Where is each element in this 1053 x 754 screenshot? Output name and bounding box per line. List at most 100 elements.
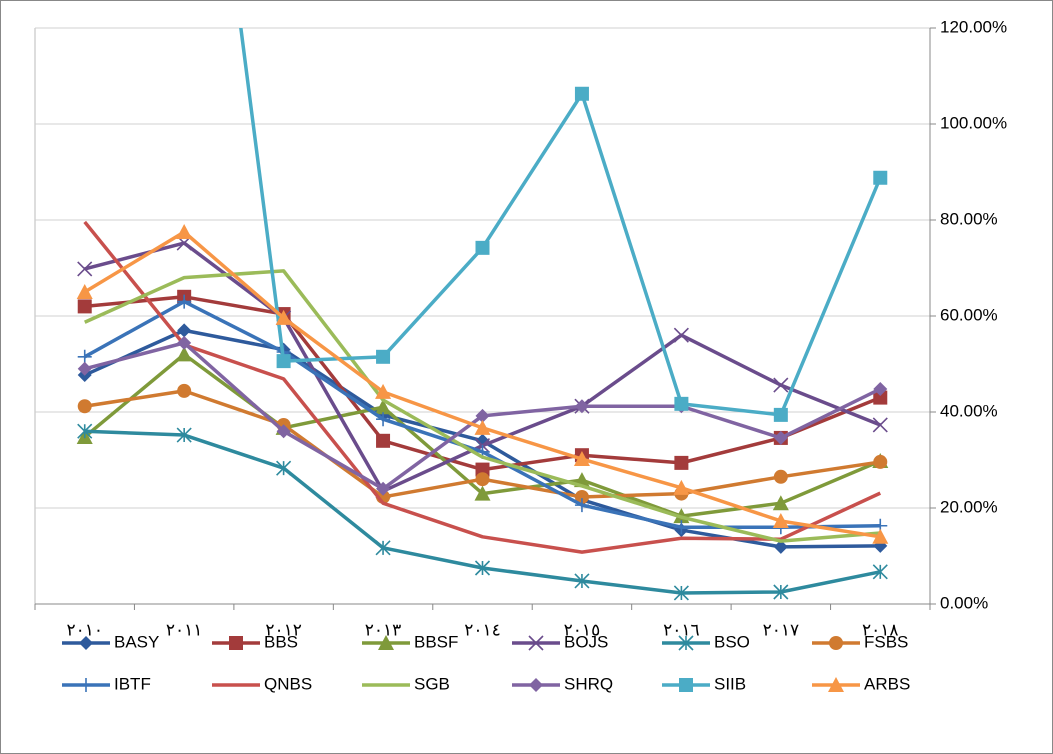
marker: [77, 399, 92, 414]
legend-label: FSBS: [864, 632, 908, 651]
legend-entry: SIIB: [662, 674, 746, 693]
marker: [276, 460, 292, 476]
marker: [375, 383, 392, 399]
legend-label: IBTF: [114, 674, 151, 693]
marker: [77, 349, 92, 364]
legend-label: BBSF: [414, 632, 458, 651]
marker: [375, 399, 392, 415]
marker: [674, 396, 689, 411]
marker: [773, 430, 788, 445]
marker: [276, 354, 291, 369]
marker: [177, 335, 192, 350]
marker: [177, 294, 192, 309]
legend-label: SIIB: [714, 674, 746, 693]
marker: [872, 564, 888, 580]
legend-entry: SHRQ: [512, 674, 613, 693]
marker: [574, 86, 589, 101]
marker: [772, 495, 789, 511]
marker: [873, 381, 888, 396]
legend-label: ARBS: [864, 674, 910, 693]
marker: [79, 678, 93, 692]
legend-label: BSO: [714, 632, 750, 651]
marker: [574, 489, 589, 504]
marker: [679, 678, 693, 692]
marker: [673, 327, 689, 343]
marker: [474, 485, 491, 501]
legend-label: QNBS: [264, 674, 312, 693]
marker: [77, 299, 92, 314]
x-tick-label: ٢٠١٠: [66, 620, 103, 639]
marker: [674, 520, 689, 535]
marker: [378, 635, 394, 650]
marker: [678, 635, 694, 651]
y-tick-label: 120.00%: [940, 17, 1007, 36]
marker: [77, 361, 92, 376]
x-tick-label: ٢٠١٥: [564, 620, 601, 639]
y-tick-label: 20.00%: [940, 497, 998, 516]
marker: [276, 424, 291, 439]
x-tick-label: ٢٠١٣: [365, 620, 402, 639]
marker: [475, 240, 490, 255]
x-tick-label: ٢٠١٤: [464, 620, 501, 639]
y-tick-label: 100.00%: [940, 113, 1007, 132]
marker: [574, 498, 589, 513]
marker: [872, 528, 889, 544]
legend-entry: FSBS: [812, 632, 908, 651]
marker: [176, 224, 193, 239]
marker: [376, 481, 391, 496]
marker: [829, 636, 843, 650]
marker: [772, 512, 789, 528]
marker: [475, 462, 490, 477]
series-line: [83, 220, 882, 554]
legend-entry: BOJS: [512, 632, 608, 651]
marker: [176, 346, 193, 362]
series-line: [239, 28, 882, 417]
x-tick-label: ٢٠١٧: [763, 620, 800, 639]
marker: [574, 399, 589, 414]
marker: [475, 472, 490, 487]
marker: [574, 573, 590, 589]
marker: [176, 427, 192, 443]
legend-entry: IBTF: [62, 674, 151, 693]
marker: [475, 408, 490, 423]
marker: [529, 678, 543, 692]
marker: [376, 349, 391, 364]
x-tick-label: ٢٠١٦: [663, 620, 700, 639]
marker: [873, 454, 888, 469]
legend-label: BASY: [114, 632, 159, 651]
marker: [773, 539, 788, 554]
legend-label: BOJS: [564, 632, 608, 651]
legend-entry: ARBS: [812, 674, 910, 693]
x-tick-label: ٢٠١٢: [265, 620, 302, 639]
legend-label: BBS: [264, 632, 298, 651]
marker: [773, 469, 788, 484]
series-line: [84, 269, 881, 543]
marker: [528, 635, 544, 651]
marker: [229, 636, 243, 650]
legend-label: SHRQ: [564, 674, 613, 693]
marker: [79, 636, 93, 650]
marker: [376, 433, 391, 448]
marker: [474, 419, 491, 435]
marker: [773, 407, 788, 422]
marker: [573, 451, 590, 467]
legend-entry: QNBS: [212, 674, 312, 693]
y-tick-label: 40.00%: [940, 401, 998, 420]
marker: [872, 417, 888, 433]
marker: [77, 261, 93, 277]
marker: [375, 540, 391, 556]
marker: [275, 309, 292, 325]
legend-entry: BASY: [62, 632, 159, 651]
marker: [76, 284, 93, 299]
marker: [177, 323, 192, 338]
marker: [376, 412, 391, 427]
x-tick-label: ٢٠١٨: [862, 620, 899, 639]
marker: [474, 560, 491, 576]
marker: [77, 423, 93, 439]
marker: [177, 383, 192, 398]
marker: [873, 170, 888, 185]
y-tick-label: 80.00%: [940, 209, 998, 228]
marker: [674, 455, 689, 470]
